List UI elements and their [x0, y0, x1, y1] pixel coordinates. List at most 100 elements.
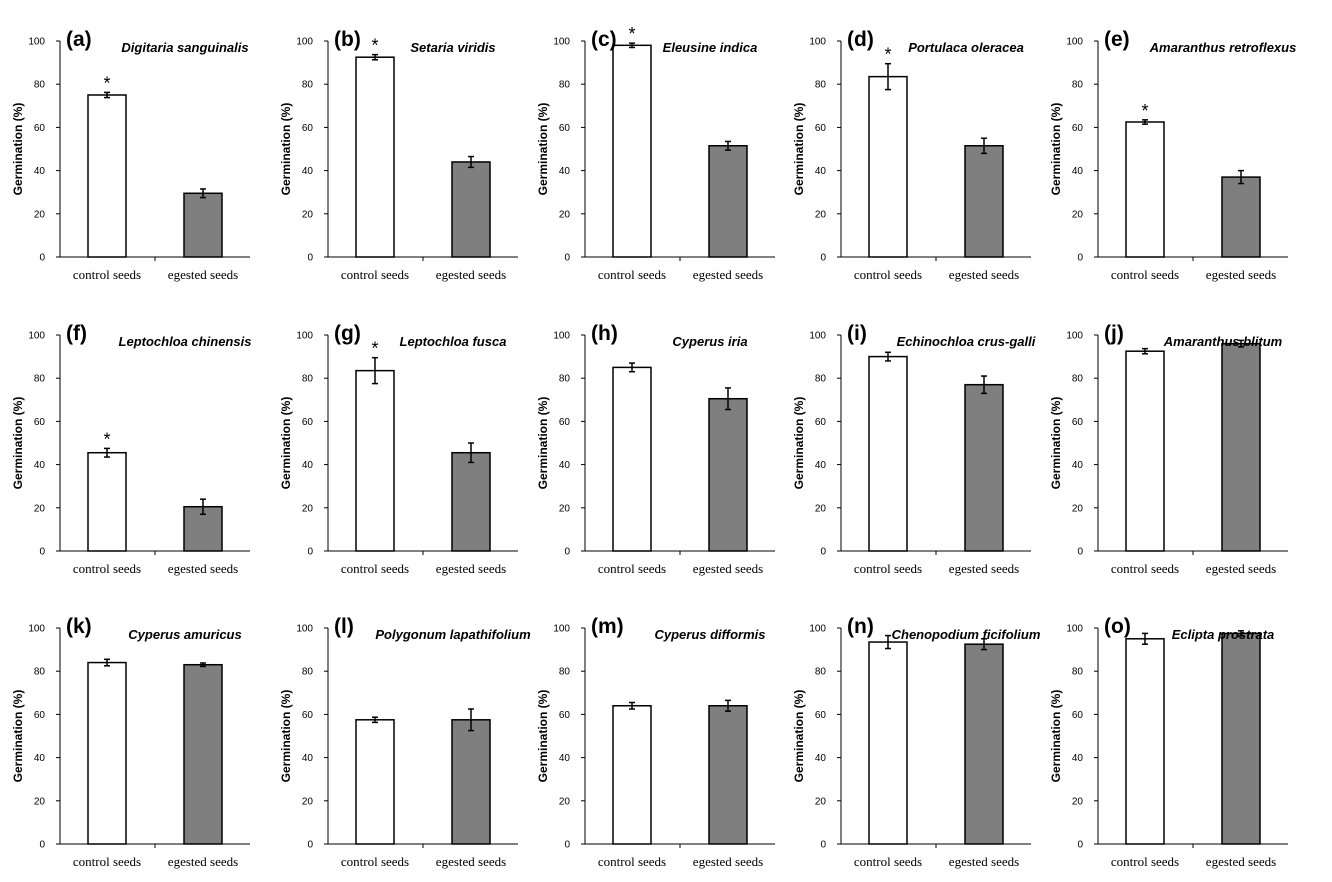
y-axis-title: Germination (%): [792, 690, 806, 783]
y-tick-label: 20: [1072, 209, 1084, 220]
y-tick-label: 100: [28, 331, 45, 342]
y-tick-label: 40: [1072, 753, 1084, 764]
y-tick-label: 60: [815, 710, 827, 721]
y-tick-label: 100: [809, 331, 826, 342]
y-tick-label: 60: [815, 123, 827, 134]
y-tick-label: 40: [815, 460, 827, 471]
panel-label: (g): [334, 322, 361, 345]
y-tick-label: 80: [1072, 667, 1084, 678]
x-tick-label: control seeds: [1111, 561, 1179, 576]
y-tick-label: 80: [815, 374, 827, 385]
x-tick-label: egested seeds: [949, 561, 1019, 576]
chart-title: Echinochloa crus-galli: [897, 334, 1036, 349]
y-tick-label: 20: [815, 796, 827, 807]
panel-label: (l): [334, 615, 354, 638]
y-tick-label: 60: [302, 710, 314, 721]
y-tick-label: 0: [564, 840, 570, 851]
x-tick-label: control seeds: [598, 854, 666, 869]
y-tick-label: 0: [307, 253, 313, 264]
chart-panel-h: 0 20 40 60 80 100 Germination (%) control seeds…: [536, 322, 775, 576]
y-tick-label: 0: [39, 547, 45, 558]
panel-label: (o): [1104, 615, 1131, 638]
y-tick-label: 80: [302, 374, 314, 385]
bar-egested: [183, 663, 223, 845]
y-tick-label: 100: [553, 331, 570, 342]
significance-mark: *: [628, 24, 635, 44]
y-tick-label: 80: [34, 80, 46, 91]
y-tick-label: 80: [1072, 374, 1084, 385]
y-axis-title: Germination (%): [279, 103, 293, 196]
panel-label: (m): [591, 615, 624, 638]
bar-control: [355, 719, 395, 845]
bar-egested: [451, 451, 491, 552]
y-tick-label: 100: [28, 37, 45, 48]
chart-panel-g: 0 20 40 60 80 100 Germination (%) * control seed…: [279, 322, 518, 576]
y-tick-label: 40: [34, 166, 46, 177]
chart-panel-n: 0 20 40 60 80 100 Germination (%) control seeds…: [792, 615, 1041, 869]
y-tick-label: 80: [34, 374, 46, 385]
panel-label: (j): [1104, 322, 1124, 345]
y-tick-label: 100: [1066, 624, 1083, 635]
chart-panel-m: 0 20 40 60 80 100 Germination (%) control seeds…: [536, 615, 775, 869]
y-tick-label: 20: [815, 503, 827, 514]
chart-title: Cyperus iria: [672, 334, 747, 349]
y-tick-label: 100: [296, 624, 313, 635]
y-tick-label: 60: [34, 123, 46, 134]
y-tick-label: 0: [1077, 547, 1083, 558]
x-tick-label: control seeds: [854, 854, 922, 869]
chart-title: Digitaria sanguinalis: [121, 40, 248, 55]
y-tick-label: 100: [296, 331, 313, 342]
x-tick-label: control seeds: [73, 267, 141, 282]
y-tick-label: 60: [34, 417, 46, 428]
x-tick-label: control seeds: [854, 267, 922, 282]
y-axis-title: Germination (%): [279, 397, 293, 490]
y-tick-label: 20: [1072, 503, 1084, 514]
y-tick-label: 0: [1077, 253, 1083, 264]
chart-panel-o: 0 20 40 60 80 100 Germination (%) control seeds…: [1049, 615, 1288, 869]
y-tick-label: 80: [1072, 80, 1084, 91]
x-tick-label: egested seeds: [168, 854, 238, 869]
x-tick-label: egested seeds: [436, 854, 506, 869]
y-axis-title: Germination (%): [1049, 397, 1063, 490]
significance-mark: *: [371, 36, 378, 56]
bar-control: [868, 75, 908, 258]
chart-title: Eclipta prostrata: [1172, 627, 1275, 642]
x-tick-label: control seeds: [598, 561, 666, 576]
y-tick-label: 20: [302, 209, 314, 220]
y-tick-label: 100: [28, 624, 45, 635]
chart-title: Cyperus amuricus: [128, 627, 241, 642]
y-tick-label: 0: [1077, 840, 1083, 851]
bar-control: [1125, 121, 1165, 258]
x-tick-label: egested seeds: [949, 854, 1019, 869]
bar-egested: [451, 719, 491, 845]
bar-egested: [451, 161, 491, 258]
x-tick-label: egested seeds: [693, 561, 763, 576]
y-tick-label: 100: [809, 624, 826, 635]
y-tick-label: 0: [307, 840, 313, 851]
chart-panel-d: 0 20 40 60 80 100 Germination (%) * control seed…: [792, 28, 1031, 282]
x-tick-label: egested seeds: [693, 267, 763, 282]
bar-control: [1125, 350, 1165, 552]
x-tick-label: control seeds: [341, 561, 409, 576]
y-tick-label: 20: [34, 796, 46, 807]
x-tick-label: control seeds: [73, 561, 141, 576]
y-tick-label: 60: [1072, 417, 1084, 428]
y-axis-title: Germination (%): [1049, 103, 1063, 196]
chart-panel-f: 0 20 40 60 80 100 Germination (%) * control seed…: [11, 322, 251, 576]
x-tick-label: control seeds: [854, 561, 922, 576]
y-tick-label: 60: [559, 417, 571, 428]
y-tick-label: 0: [820, 253, 826, 264]
y-axis-title: Germination (%): [11, 103, 25, 196]
y-tick-label: 40: [815, 753, 827, 764]
x-tick-label: egested seeds: [168, 267, 238, 282]
bar-control: [612, 705, 652, 845]
chart-title: Polygonum lapathifolium: [375, 627, 531, 642]
chart-title: Portulaca oleracea: [908, 40, 1024, 55]
y-axis-title: Germination (%): [11, 690, 25, 783]
bar-egested: [183, 192, 223, 258]
chart-panel-l: 0 20 40 60 80 100 Germination (%) control seeds…: [279, 615, 531, 869]
chart-title: Leptochloa chinensis: [119, 334, 252, 349]
y-tick-label: 40: [302, 753, 314, 764]
y-axis-title: Germination (%): [792, 103, 806, 196]
y-tick-label: 60: [815, 417, 827, 428]
